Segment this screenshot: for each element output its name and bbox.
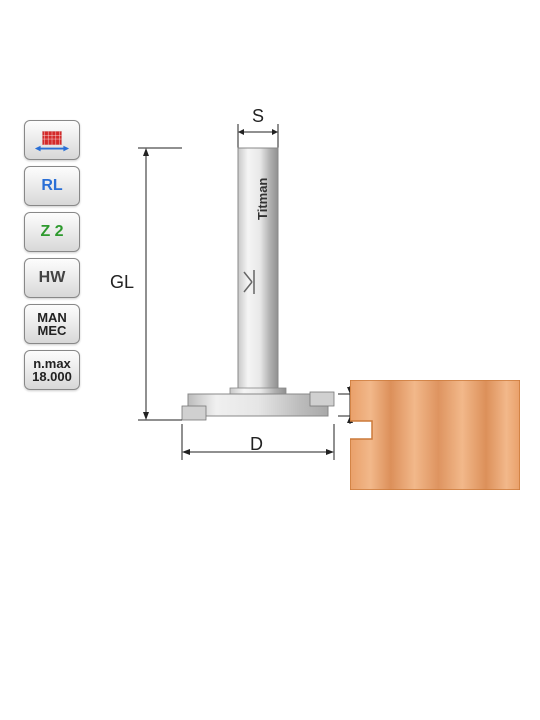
dim-s-label: S [252,106,264,127]
machine-badge: MAN MEC [24,304,80,344]
material-svg [350,380,520,490]
cutter-diagram: S GL D L Titman [110,110,390,500]
machine-label-2: MEC [38,324,67,337]
dim-gl-label: GL [110,272,134,293]
rotation-badge: RL [24,166,80,206]
rpm-badge: n.max 18.000 [24,350,80,390]
feed-icon-badge [24,120,80,160]
feed-direction-icon [33,125,71,155]
tip-material-label: HW [39,269,66,287]
spec-badges: RL Z 2 HW MAN MEC n.max 18.000 [24,120,80,390]
dim-d-label: D [250,434,263,455]
rotation-label: RL [41,177,62,195]
brand-label: Titman [255,178,270,220]
material-profile [350,380,520,490]
tip-material-badge: HW [24,258,80,298]
teeth-label: Z 2 [40,223,63,241]
teeth-badge: Z 2 [24,212,80,252]
rpm-label-2: 18.000 [32,370,72,383]
